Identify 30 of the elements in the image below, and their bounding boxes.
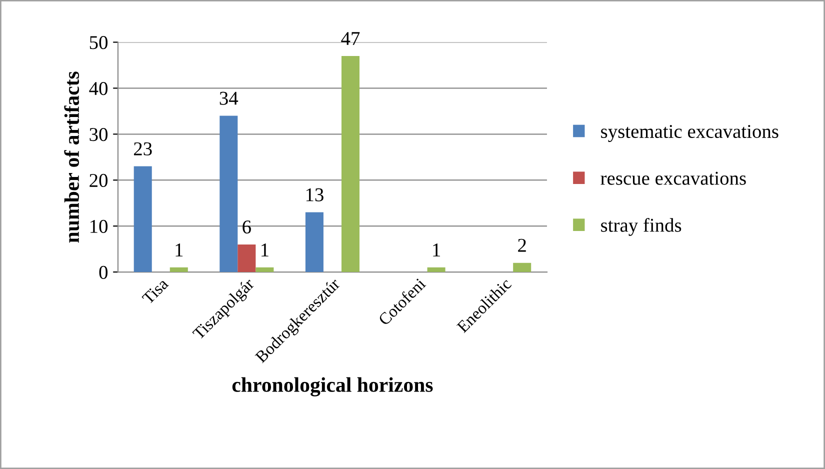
y-tick-label: 30: [90, 128, 108, 142]
legend-label: systematic excavations: [601, 124, 778, 142]
x-tick-label: Tisa: [142, 277, 170, 305]
data-label: 2: [518, 238, 526, 252]
data-label: 6: [242, 220, 251, 234]
y-tick-label: 40: [89, 82, 108, 96]
y-axis-title: number of artifacts: [64, 72, 80, 243]
y-tick-label: 50: [90, 36, 108, 50]
bar: [427, 267, 446, 272]
data-label: 34: [220, 92, 238, 105]
y-tick-label: 10: [90, 220, 108, 233]
y-tick-label: 0: [99, 266, 108, 279]
bar: [256, 267, 274, 272]
data-label: 23: [134, 142, 152, 156]
bar: [238, 244, 256, 272]
x-axis-title: chronological horizons: [232, 377, 433, 396]
legend-label: rescue excavations: [600, 172, 746, 185]
data-label: 13: [306, 188, 324, 202]
bar: [220, 116, 238, 272]
bar: [170, 267, 188, 272]
legend-label: stray finds: [601, 218, 682, 236]
bar: [341, 56, 360, 272]
data-label: 47: [341, 32, 360, 45]
bar: [513, 262, 532, 272]
data-label: 1: [262, 244, 268, 256]
data-label: 1: [433, 244, 440, 256]
bar: [134, 166, 152, 272]
data-label: 1: [176, 244, 183, 256]
y-tick-label: 20: [90, 174, 108, 188]
bar: [305, 212, 324, 272]
